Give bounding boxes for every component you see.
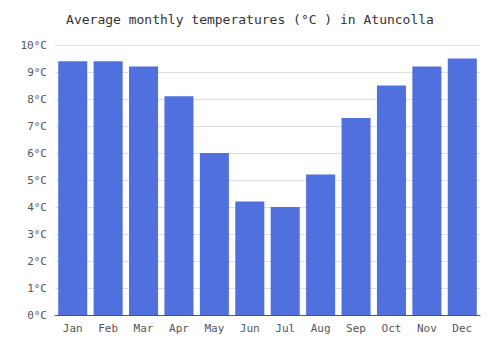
svg-text:Mar: Mar <box>134 322 154 335</box>
svg-text:Sep: Sep <box>346 322 366 335</box>
svg-text:Jun: Jun <box>240 322 260 335</box>
svg-text:1°C: 1°C <box>27 282 47 295</box>
svg-text:9°C: 9°C <box>27 66 47 79</box>
svg-text:Jan: Jan <box>63 322 83 335</box>
svg-text:Apr: Apr <box>169 322 189 335</box>
svg-text:Average monthly temperatures (: Average monthly temperatures (°C ) in At… <box>66 12 434 27</box>
svg-text:0°C: 0°C <box>27 309 47 322</box>
svg-text:3°C: 3°C <box>27 228 47 241</box>
svg-text:Aug: Aug <box>311 322 331 335</box>
svg-text:May: May <box>204 322 224 335</box>
svg-text:5°C: 5°C <box>27 174 47 187</box>
svg-text:4°C: 4°C <box>27 201 47 214</box>
svg-text:7°C: 7°C <box>27 120 47 133</box>
svg-text:2°C: 2°C <box>27 255 47 268</box>
svg-text:Oct: Oct <box>382 322 402 335</box>
svg-text:Jul: Jul <box>275 322 295 335</box>
svg-text:6°C: 6°C <box>27 147 47 160</box>
svg-text:10°C: 10°C <box>21 39 48 52</box>
svg-text:Feb: Feb <box>98 322 118 335</box>
svg-text:Nov: Nov <box>417 322 437 335</box>
svg-text:Dec: Dec <box>452 322 472 335</box>
svg-text:8°C: 8°C <box>27 93 47 106</box>
